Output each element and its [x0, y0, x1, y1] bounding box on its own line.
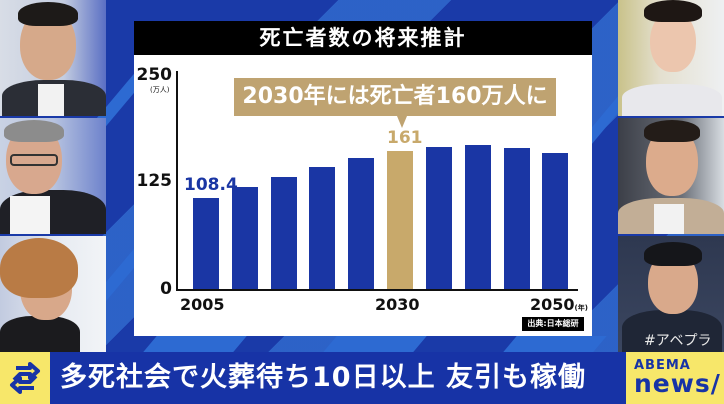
ticker-icon-box — [0, 352, 50, 404]
brand-bottom-text: news/ — [634, 369, 721, 398]
camera-panel-right-3 — [618, 236, 724, 352]
x-axis — [176, 289, 578, 291]
y-tick-125: 125 — [136, 171, 173, 191]
callout-pointer — [397, 116, 407, 128]
camera-panel-left-2 — [0, 118, 106, 234]
y-tick-250: 250 — [136, 65, 173, 85]
bg-stripe — [143, 336, 247, 352]
y-axis — [176, 71, 178, 291]
x-tick-2050-label: 2050 — [530, 295, 575, 314]
value-label-2030: 161 — [387, 128, 423, 148]
abema-news-logo: ABEMA news/ — [626, 352, 724, 404]
bar-2015 — [271, 177, 297, 289]
camera-panel-right-1 — [618, 0, 724, 116]
source-label: 出典:日本総研 — [522, 317, 584, 331]
camera-panel-left-1 — [0, 0, 106, 116]
death-projection-chart: 死亡者数の将来推計 250 (万人) 125 0 108.4 161 2030年… — [134, 21, 592, 336]
bar-2005 — [193, 198, 219, 289]
camera-panel-right-2 — [618, 118, 724, 234]
glasses-icon — [10, 154, 58, 166]
hashtag-label: #アベプラ — [644, 333, 712, 349]
camera-panel-left-3 — [0, 236, 106, 352]
x-tick-2050: 2050(年) — [530, 295, 588, 314]
value-label-2005: 108.4 — [184, 175, 238, 195]
bar-2030-highlight — [387, 151, 413, 289]
bg-stripe — [503, 336, 607, 352]
person-torso — [622, 310, 722, 352]
brand-top-text: ABEMA — [634, 358, 691, 373]
chart-title: 死亡者数の将来推計 — [134, 21, 592, 55]
x-unit-label: (年) — [574, 304, 588, 312]
y-tick-0: 0 — [160, 279, 172, 299]
x-tick-2005: 2005 — [180, 295, 225, 314]
x-tick-2030: 2030 — [375, 295, 420, 314]
person-torso — [0, 316, 80, 352]
bar-2045 — [504, 148, 530, 289]
person-torso — [622, 84, 722, 116]
ticker-headline: 多死社会で火葬待ち10日以上 友引も稼働 — [50, 352, 626, 404]
bar-2010 — [232, 187, 258, 289]
news-ticker: 多死社会で火葬待ち10日以上 友引も稼働 ABEMA news/ — [0, 352, 724, 404]
refresh-cycle-icon — [10, 362, 40, 394]
annotation-callout: 2030年には死亡者160万人に — [234, 78, 556, 116]
bar-2025 — [348, 158, 374, 289]
bar-2040 — [465, 145, 491, 289]
bar-2020 — [309, 167, 335, 289]
bg-stripe — [323, 336, 427, 352]
bar-2050 — [542, 153, 568, 289]
bar-2035 — [426, 147, 452, 289]
y-unit-label: (万人) — [150, 86, 170, 94]
